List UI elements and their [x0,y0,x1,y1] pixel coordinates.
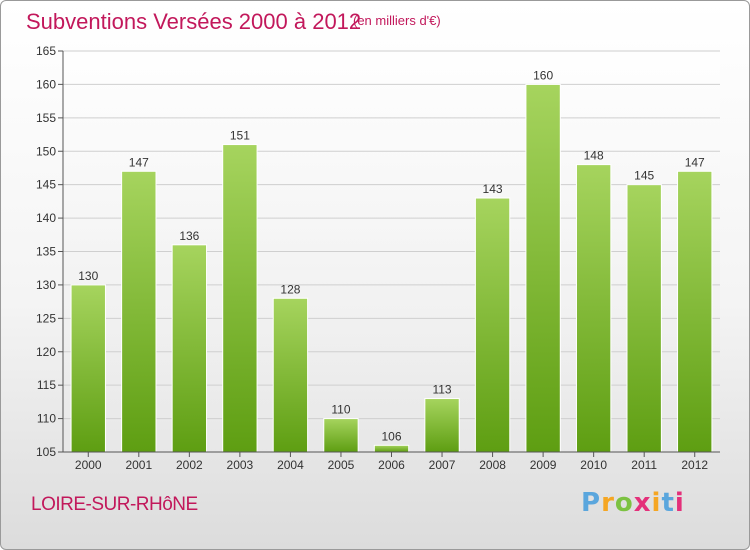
chart-title: Subventions Versées 2000 à 2012 [26,9,362,34]
logo-letter: o [614,488,634,518]
gridlines [63,50,720,453]
x-tick-label: 2006 [378,458,405,472]
x-tick-label: 2012 [681,458,708,472]
y-tick-label: 125 [36,311,56,325]
logo-letter: r [601,488,615,518]
bar-value-label: 136 [179,229,199,243]
x-tick-label: 2002 [176,458,203,472]
y-tick-label: 115 [37,378,56,392]
bar [171,244,208,453]
proxiti-logo[interactable]: Proxiti [581,488,685,518]
x-tick-label: 2000 [75,458,102,472]
y-tick-label: 150 [36,144,56,158]
bar [272,297,309,453]
x-tick-label: 2001 [125,458,152,472]
bar [222,144,258,453]
bar-value-label: 106 [381,429,401,443]
y-tick-label: 135 [36,245,56,259]
bar [70,284,106,453]
labels: 105 110 115 120 125 130 135 140 145 150 155 160 165 1… [36,44,708,472]
y-tick-label: 145 [36,178,56,192]
bar-value-label: 130 [78,269,98,283]
logo-letter: x [633,488,652,518]
bar [575,164,612,453]
logo-letter: i [674,488,685,518]
x-tick-label: 2004 [277,458,304,472]
y-tick-label: 110 [37,412,56,426]
axes [58,50,720,457]
y-tick-label: 130 [36,278,56,292]
bar [525,83,561,453]
bar-value-label: 148 [584,149,604,163]
town-name: LOIRE-SUR-RHôNE [31,494,198,515]
logo-letter: P [581,488,602,518]
x-tick-label: 2009 [530,458,557,472]
x-tick-label: 2007 [429,458,456,472]
x-tick-label: 2005 [328,458,355,472]
x-tick-label: 2008 [479,458,506,472]
y-tick-label: 105 [36,445,56,459]
bar-value-label: 110 [331,403,350,417]
bar-value-label: 145 [634,169,654,183]
bars [70,83,713,453]
logo-letter: t [661,488,675,518]
x-tick-label: 2003 [227,458,254,472]
y-tick-label: 155 [36,111,56,125]
x-tick-label: 2010 [580,458,607,472]
bar-value-label: 128 [280,282,300,296]
bar-value-label: 160 [533,68,553,82]
bar [121,170,157,453]
y-tick-label: 120 [36,345,56,359]
bar [323,418,359,453]
logo-letter: i [651,488,662,518]
bar [626,184,662,453]
bar-value-label: 143 [483,182,503,196]
y-tick-label: 165 [36,44,56,58]
bar [474,197,511,453]
bar-value-label: 113 [432,383,451,397]
y-tick-label: 140 [36,211,56,225]
y-tick-label: 160 [36,77,56,91]
bar-value-label: 151 [230,129,250,143]
bar-value-label: 147 [685,155,705,169]
bar [373,444,410,453]
bar [424,398,460,453]
chart-unit-label: (en milliers d'€) [353,13,441,28]
bar-value-label: 147 [129,155,149,169]
bar [677,170,713,453]
x-tick-label: 2011 [631,458,657,472]
